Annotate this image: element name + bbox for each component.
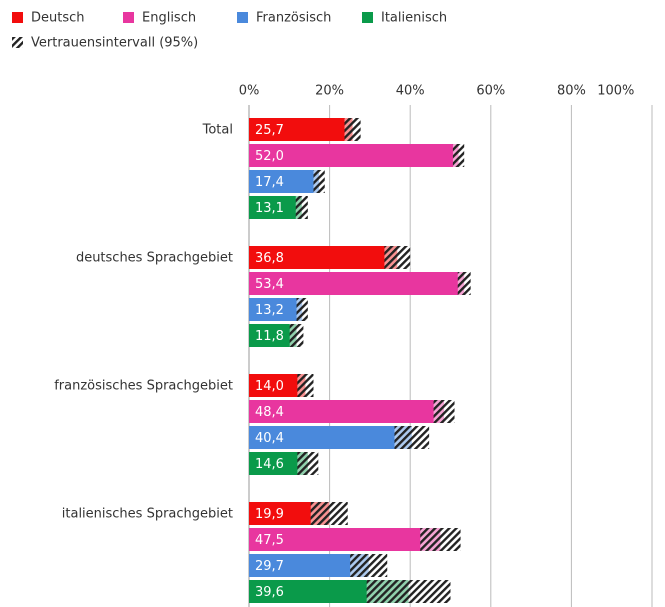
category-label: französisches Sprachgebiet — [54, 379, 233, 394]
legend-label: Italienisch — [381, 11, 447, 26]
bar — [249, 374, 306, 397]
error-bar — [344, 118, 361, 141]
error-bar — [295, 196, 308, 219]
legend-label: Deutsch — [31, 11, 85, 26]
error-bar — [350, 554, 388, 577]
value-label: 17,4 — [255, 175, 284, 190]
legend-swatch — [12, 37, 23, 48]
value-label: 14,6 — [255, 457, 284, 472]
error-bar — [313, 170, 325, 193]
bar — [249, 452, 308, 475]
value-label: 25,7 — [255, 123, 284, 138]
bar — [249, 554, 369, 577]
bar — [249, 400, 445, 423]
x-tick-label: 60% — [476, 84, 505, 99]
value-label: 36,8 — [255, 251, 284, 266]
category-label: Total — [202, 123, 233, 138]
bar — [249, 170, 320, 193]
category-label: italienisches Sprachgebiet — [62, 507, 233, 522]
bar — [249, 426, 412, 449]
error-bar — [297, 452, 319, 475]
bar — [249, 502, 330, 525]
bar — [249, 298, 303, 321]
value-label: 13,2 — [255, 303, 284, 318]
legend-swatch — [12, 12, 23, 23]
value-label: 39,6 — [255, 585, 284, 600]
error-bar — [452, 144, 465, 167]
x-tick-label: 0% — [239, 84, 260, 99]
x-tick-label: 100% — [597, 84, 634, 99]
bar — [249, 272, 465, 295]
legend-label: Vertrauensintervall (95%) — [31, 36, 198, 51]
error-bar — [289, 324, 304, 347]
legend-label: Französisch — [256, 11, 331, 26]
x-tick-label: 20% — [315, 84, 344, 99]
error-bar — [384, 246, 411, 269]
error-bar — [433, 400, 455, 423]
error-bar — [394, 426, 430, 449]
bar — [249, 144, 459, 167]
bar — [249, 118, 353, 141]
x-tick-label: 40% — [396, 84, 425, 99]
error-bar — [366, 580, 451, 603]
error-bar — [420, 528, 461, 551]
value-label: 14,0 — [255, 379, 284, 394]
error-bar — [296, 298, 308, 321]
bar — [249, 246, 398, 269]
error-bar — [310, 502, 348, 525]
bar — [249, 528, 441, 551]
bar — [249, 196, 302, 219]
legend-swatch — [362, 12, 373, 23]
category-label: deutsches Sprachgebiet — [76, 251, 233, 266]
value-label: 13,1 — [255, 201, 284, 216]
value-label: 53,4 — [255, 277, 284, 292]
bar — [249, 324, 297, 347]
legend-label: Englisch — [142, 11, 196, 26]
error-bar — [297, 374, 314, 397]
value-label: 29,7 — [255, 559, 284, 574]
legend-swatch — [123, 12, 134, 23]
value-label: 19,9 — [255, 507, 284, 522]
value-label: 47,5 — [255, 533, 284, 548]
value-label: 40,4 — [255, 431, 284, 446]
legend-swatch — [237, 12, 248, 23]
value-label: 52,0 — [255, 149, 284, 164]
value-label: 11,8 — [255, 329, 284, 344]
x-tick-label: 80% — [557, 84, 586, 99]
error-bar — [457, 272, 471, 295]
value-label: 48,4 — [255, 405, 284, 420]
